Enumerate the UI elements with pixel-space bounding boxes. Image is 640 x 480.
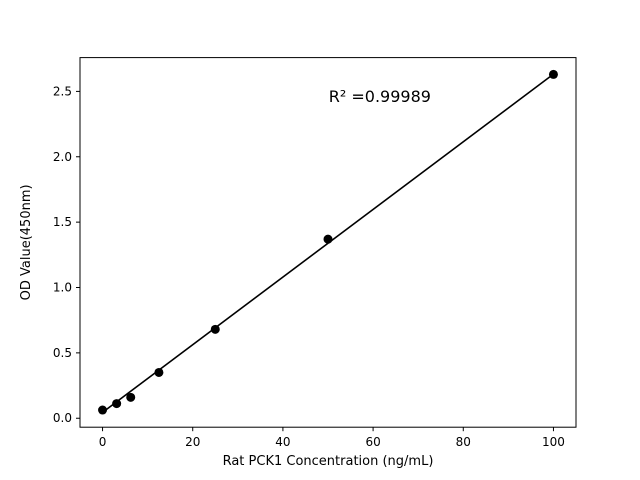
data-point: [210, 324, 220, 334]
data-point: [98, 405, 108, 415]
x-axis-tick-label: 100: [542, 435, 565, 449]
x-axis-tick-label: 40: [275, 435, 290, 449]
data-point: [126, 392, 136, 402]
x-axis-tick-label: 0: [99, 435, 107, 449]
r-squared-annotation: R² =0.99989: [329, 87, 431, 106]
data-point: [548, 69, 558, 79]
plot-area: [79, 57, 577, 428]
y-axis-tick-label: 2.5: [53, 84, 72, 98]
data-point: [323, 234, 333, 244]
x-axis-tick-label: 20: [185, 435, 200, 449]
y-axis-tick-label: 0.5: [53, 346, 72, 360]
y-axis-label: OD Value(450nm): [19, 184, 34, 300]
y-axis-tick-label: 1.0: [53, 281, 72, 295]
x-axis-tick-label: 80: [456, 435, 471, 449]
y-axis-tick-label: 1.5: [53, 215, 72, 229]
x-axis-label: Rat PCK1 Concentration (ng/mL): [223, 454, 434, 469]
data-point: [112, 399, 122, 409]
y-axis-tick-label: 2.0: [53, 150, 72, 164]
y-axis-tick-label: 0.0: [53, 411, 72, 425]
x-axis-tick-label: 60: [365, 435, 380, 449]
data-point: [154, 367, 164, 377]
